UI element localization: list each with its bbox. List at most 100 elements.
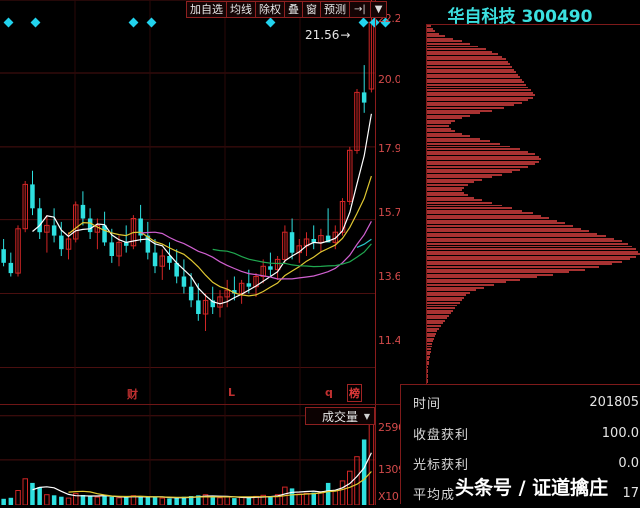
profile-bar (427, 345, 433, 348)
profile-bar (427, 50, 492, 53)
profile-bar (427, 296, 464, 299)
ex-rights-button[interactable]: 除权 (255, 1, 285, 18)
profile-bar (427, 219, 557, 222)
kline-plot-area[interactable] (0, 0, 375, 404)
price-axis: 22.21 20.07 17.90 15.77 13.60 11.43 (375, 0, 408, 404)
profile-bar (427, 173, 503, 176)
profile-bar (427, 107, 505, 109)
profile-bar (427, 235, 606, 238)
profile-bar (427, 27, 434, 30)
profile-bar (427, 266, 600, 268)
profile-bar (427, 63, 511, 66)
profile-bar (427, 40, 462, 43)
profile-bar (427, 337, 435, 340)
chevron-down-icon[interactable]: ▼ (363, 411, 370, 421)
profile-bar (427, 227, 582, 230)
last-price-callout: 21.56 → (305, 28, 350, 42)
info-label-close-profit: 收盘获利 (413, 427, 470, 443)
info-row: 时间 201805 (401, 387, 640, 417)
profile-frame (426, 24, 640, 384)
profile-bar (427, 71, 517, 74)
profile-bar (427, 258, 630, 261)
profile-bar (427, 348, 432, 351)
profile-bar (427, 214, 541, 217)
profile-bar (427, 325, 442, 327)
profile-bar (427, 242, 628, 245)
profile-bar (427, 58, 507, 61)
volume-chart-panel: 成交量 ▼ 25902 13093 X10 (0, 404, 412, 505)
profile-bar (427, 145, 511, 148)
profile-bar (427, 166, 529, 168)
profile-bar (427, 45, 478, 48)
profile-bar (427, 276, 537, 279)
profile-bar (427, 112, 480, 115)
profile-bar (427, 68, 515, 71)
kline-marker-cai[interactable]: 财 (127, 388, 138, 401)
profile-bar (427, 181, 474, 184)
profile-bar (427, 25, 432, 27)
kline-marker-bang[interactable]: 榜 (347, 384, 362, 402)
profile-bar (427, 260, 622, 263)
moving-average-button[interactable]: 均线 (226, 1, 256, 18)
next-arrow-icon[interactable]: →| (349, 1, 371, 18)
profile-bar (427, 60, 509, 63)
profile-bar (427, 91, 533, 94)
watermark-text: 头条号 / 证道擒庄 (455, 477, 609, 499)
profile-bar (427, 289, 476, 292)
profile-bar (427, 89, 531, 92)
profile-bar (427, 237, 614, 240)
profile-bar (427, 153, 535, 156)
profile-bar (427, 191, 464, 194)
profile-bar (427, 122, 452, 125)
profile-bar (427, 332, 437, 335)
forecast-button[interactable]: 预测 (320, 1, 350, 18)
profile-bar (427, 255, 636, 258)
profile-bar (427, 342, 433, 345)
profile-bar (427, 163, 535, 166)
profile-bar (427, 248, 636, 251)
profile-bar (427, 263, 612, 266)
profile-bar (427, 299, 462, 302)
add-to-watchlist-button[interactable]: 加自选 (186, 1, 227, 18)
profile-bar (427, 55, 503, 58)
profile-bar (427, 183, 468, 186)
profile-bar (427, 240, 622, 243)
profile-bar (427, 32, 440, 35)
profile-bar (427, 142, 500, 145)
chevron-down-icon[interactable]: ▼ (369, 1, 388, 18)
profile-bar (427, 160, 539, 163)
profile-bar (427, 125, 450, 127)
info-row: 光标获利 0.0 (401, 448, 640, 478)
info-row: 收盘获利 100.0 (401, 418, 640, 448)
overlay-button[interactable]: 叠 (284, 1, 303, 18)
profile-bar (427, 109, 492, 112)
profile-bar (427, 168, 521, 171)
profile-bar (427, 371, 428, 374)
window-button[interactable]: 窗 (302, 1, 321, 18)
profile-bar (427, 117, 462, 120)
callout-arrow-icon: → (340, 28, 351, 42)
profile-bar (427, 204, 503, 207)
volume-indicator-selector[interactable]: 成交量 ▼ (305, 407, 375, 425)
profile-bar (427, 81, 525, 84)
profile-bar (427, 358, 429, 361)
profile-bar (427, 155, 539, 158)
profile-bar (427, 360, 429, 363)
profile-bar (427, 222, 565, 225)
profile-bar (427, 319, 446, 322)
kline-marker-q[interactable]: q (325, 386, 333, 399)
profile-bar (427, 271, 569, 274)
kline-svg (0, 0, 375, 404)
kline-marker-l[interactable]: L (228, 386, 236, 399)
info-value-close-profit: 100.0 (601, 425, 639, 441)
profile-bar (427, 245, 632, 248)
profile-bar (427, 232, 598, 235)
profile-bar (427, 353, 430, 356)
profile-bar (427, 268, 586, 271)
kline-chart-panel: 21.56 → 财 L q 榜 22.21 20.07 17.90 15.77 … (0, 0, 408, 404)
profile-bar (427, 199, 482, 202)
volume-axis: 25902 13093 X10 (375, 405, 412, 505)
profile-bar (427, 119, 456, 122)
info-row: 平均成 17 (401, 478, 640, 508)
